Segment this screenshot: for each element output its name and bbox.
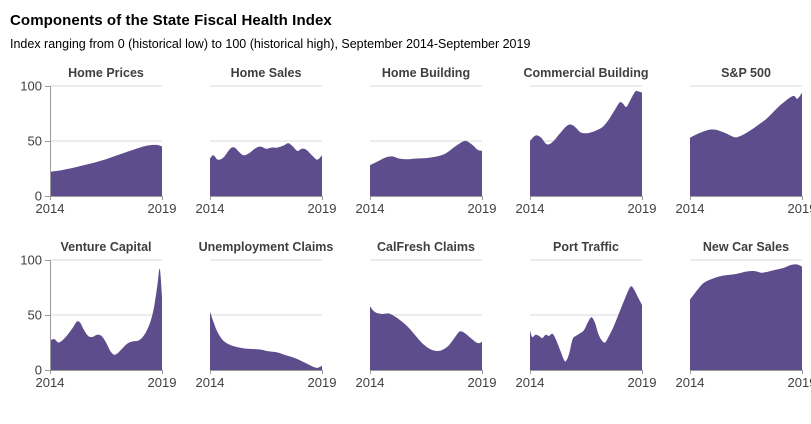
x-axis-label-start: 2014 xyxy=(676,201,705,216)
page-title: Components of the State Fiscal Health In… xyxy=(10,12,332,29)
small-multiples-grid: Home Prices 100 50 0 2014 2019 Home Sales 2014 2… xyxy=(8,64,811,390)
chart-svg-new-car-sales: New Car Sales 2014 2019 xyxy=(676,240,811,390)
x-axis-label-end: 2019 xyxy=(468,375,497,390)
y-axis-label-100: 100 xyxy=(20,253,42,268)
area-series xyxy=(690,264,802,370)
x-axis-label-start: 2014 xyxy=(516,201,545,216)
x-axis-label-start: 2014 xyxy=(196,201,225,216)
chart-port-traffic: Port Traffic 2014 2019 xyxy=(488,238,657,390)
x-axis-label-end: 2019 xyxy=(788,375,811,390)
y-axis-label-100: 100 xyxy=(20,79,42,94)
chart-title: CalFresh Claims xyxy=(377,240,475,254)
chart-commercial-building: Commercial Building 2014 2019 xyxy=(488,64,657,216)
chart-svg-home-building: Home Building 2014 2019 xyxy=(356,66,497,216)
area-series xyxy=(370,140,482,196)
x-axis-label-end: 2019 xyxy=(308,201,337,216)
x-axis-label-start: 2014 xyxy=(676,375,705,390)
chart-svg-home-sales: Home Sales 2014 2019 xyxy=(196,66,337,216)
x-axis-label-end: 2019 xyxy=(788,201,811,216)
x-axis-label-start: 2014 xyxy=(36,375,65,390)
chart-svg-commercial-building: Commercial Building 2014 2019 xyxy=(516,66,657,216)
x-axis-label-start: 2014 xyxy=(356,201,385,216)
chart-title: S&P 500 xyxy=(721,66,771,80)
chart-title: Home Building xyxy=(382,66,470,80)
x-axis-label-end: 2019 xyxy=(148,201,177,216)
chart-home-sales: Home Sales 2014 2019 xyxy=(168,64,337,216)
y-axis-label-0: 0 xyxy=(35,363,42,378)
chart-home-prices: Home Prices 100 50 0 2014 2019 xyxy=(8,64,176,216)
area-series xyxy=(370,306,482,370)
x-axis-label-end: 2019 xyxy=(468,201,497,216)
chart-title: Unemployment Claims xyxy=(199,240,334,254)
chart-title: Commercial Building xyxy=(523,66,648,80)
area-series xyxy=(210,143,322,196)
x-axis-label-start: 2014 xyxy=(36,201,65,216)
chart-venture-capital: Venture Capital 100 50 0 2014 2019 xyxy=(8,238,176,390)
area-series xyxy=(50,268,162,370)
chart-unemployment-claims: Unemployment Claims 2014 2019 xyxy=(168,238,337,390)
chart-svg-unemployment-claims: Unemployment Claims 2014 2019 xyxy=(196,240,337,390)
area-series xyxy=(50,144,162,196)
chart-home-building: Home Building 2014 2019 xyxy=(328,64,497,216)
chart-title: Port Traffic xyxy=(553,240,619,254)
chart-calfresh-claims: CalFresh Claims 2014 2019 xyxy=(328,238,497,390)
report-header: Components of the State Fiscal Health In… xyxy=(8,12,805,52)
chart-title: Venture Capital xyxy=(61,240,152,254)
chart-svg-port-traffic: Port Traffic 2014 2019 xyxy=(516,240,657,390)
y-axis-label-50: 50 xyxy=(28,134,42,149)
area-series xyxy=(210,311,322,370)
x-axis-label-start: 2014 xyxy=(356,375,385,390)
x-axis-label-end: 2019 xyxy=(628,375,657,390)
chart-svg-s-p-500: S&P 500 2014 2019 xyxy=(676,66,811,216)
x-axis-label-start: 2014 xyxy=(516,375,545,390)
chart-title: Home Prices xyxy=(68,66,144,80)
x-axis-label-end: 2019 xyxy=(308,375,337,390)
chart-s-p-500: S&P 500 2014 2019 xyxy=(648,64,811,216)
area-series xyxy=(690,92,802,196)
page-subtitle: Index ranging from 0 (historical low) to… xyxy=(10,36,531,51)
y-axis-label-0: 0 xyxy=(35,189,42,204)
chart-title: Home Sales xyxy=(231,66,302,80)
chart-title: New Car Sales xyxy=(703,240,789,254)
area-series xyxy=(530,286,642,370)
x-axis-label-start: 2014 xyxy=(196,375,225,390)
x-axis-label-end: 2019 xyxy=(628,201,657,216)
x-axis-label-end: 2019 xyxy=(148,375,177,390)
y-axis-label-50: 50 xyxy=(28,308,42,323)
report-page: Components of the State Fiscal Health In… xyxy=(8,12,811,390)
area-series xyxy=(530,90,642,196)
chart-svg-calfresh-claims: CalFresh Claims 2014 2019 xyxy=(356,240,497,390)
chart-new-car-sales: New Car Sales 2014 2019 xyxy=(648,238,811,390)
